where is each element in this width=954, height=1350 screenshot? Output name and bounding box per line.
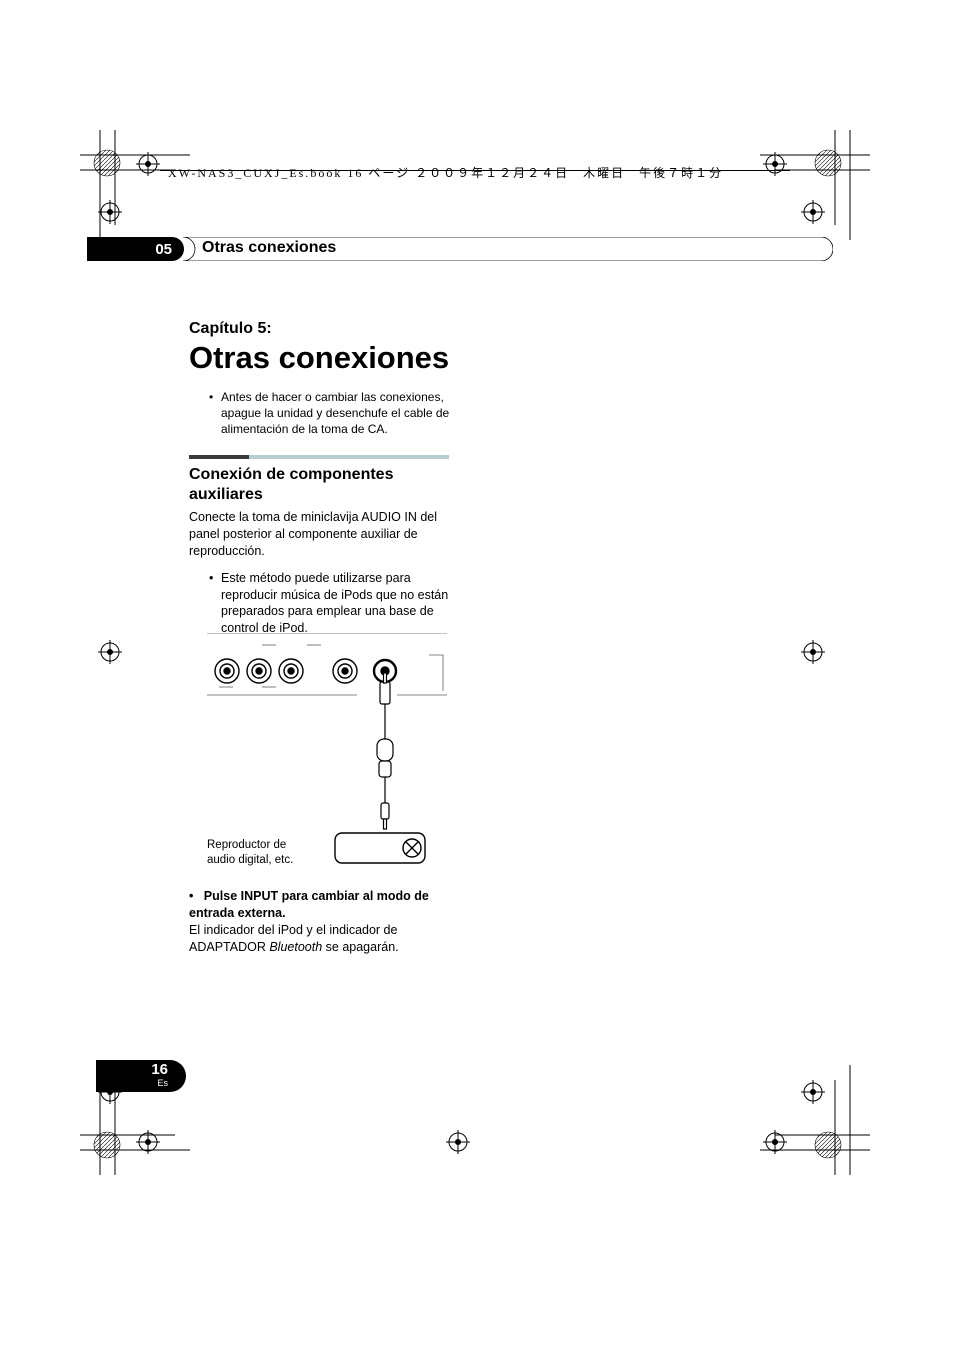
step-body-2: se apagarán. — [322, 940, 398, 954]
page-number-tab: 16 Es — [96, 1060, 186, 1092]
reg-target-ml — [98, 640, 122, 664]
reg-target-bl — [136, 1130, 160, 1154]
section-bullet: Este método puede utilizarse para reprod… — [209, 570, 449, 638]
step-bold-text: Pulse INPUT para cambiar al modo de entr… — [189, 889, 429, 920]
reg-target-br — [763, 1130, 787, 1154]
reg-target-mr — [801, 640, 825, 664]
chapter-heading: Otras conexiones — [189, 342, 469, 375]
reg-target-tr — [763, 152, 787, 176]
chapter-number: 05 — [155, 241, 172, 258]
page-lang: Es — [96, 1077, 168, 1090]
page-number: 16 — [96, 1062, 168, 1077]
section-heading: Conexión de componentes auxiliares — [189, 465, 449, 505]
diagram-caption-l2: audio digital, etc. — [207, 854, 293, 866]
diagram-caption-l1: Reproductor de — [207, 839, 286, 851]
step-block: • Pulse INPUT para cambiar al modo de en… — [189, 888, 449, 956]
reg-target-tr2 — [801, 200, 825, 224]
hatch-circle-bl — [92, 1130, 122, 1160]
section-rule — [189, 455, 449, 459]
chapter-number-pill: 05 — [87, 237, 184, 261]
step-body-italic: Bluetooth — [269, 940, 322, 954]
chapter-tab-title: Otras conexiones — [202, 239, 336, 257]
reg-target-br2 — [801, 1080, 825, 1104]
hatch-circle-br — [813, 1130, 843, 1160]
crop-mark-top-left — [80, 130, 190, 240]
diagram-caption: Reproductor de audio digital, etc. — [207, 838, 317, 868]
section-body: Conecte la toma de miniclavija AUDIO IN … — [189, 509, 449, 560]
reg-target-bc — [446, 1130, 470, 1154]
reg-target-tl2 — [98, 200, 122, 224]
content-column: Capítulo 5: Otras conexiones Antes de ha… — [189, 320, 469, 637]
step-bullet: • — [189, 889, 204, 903]
reg-target-tl — [136, 152, 160, 176]
file-header-text: XW-NAS3_CUXJ_Es.book 16 ページ ２００９年１２月２４日 … — [168, 164, 723, 181]
intro-bullet: Antes de hacer o cambiar las conexiones,… — [209, 389, 469, 438]
chapter-tab: 05 Otras conexiones — [87, 237, 747, 261]
hatch-circle-tr — [813, 148, 843, 178]
chapter-label: Capítulo 5: — [189, 320, 469, 338]
section-bullet-list: Este método puede utilizarse para reprod… — [209, 570, 449, 638]
hatch-circle-tl — [92, 148, 122, 178]
intro-bullet-list: Antes de hacer o cambiar las conexiones,… — [209, 389, 469, 438]
connection-diagram — [207, 633, 447, 873]
